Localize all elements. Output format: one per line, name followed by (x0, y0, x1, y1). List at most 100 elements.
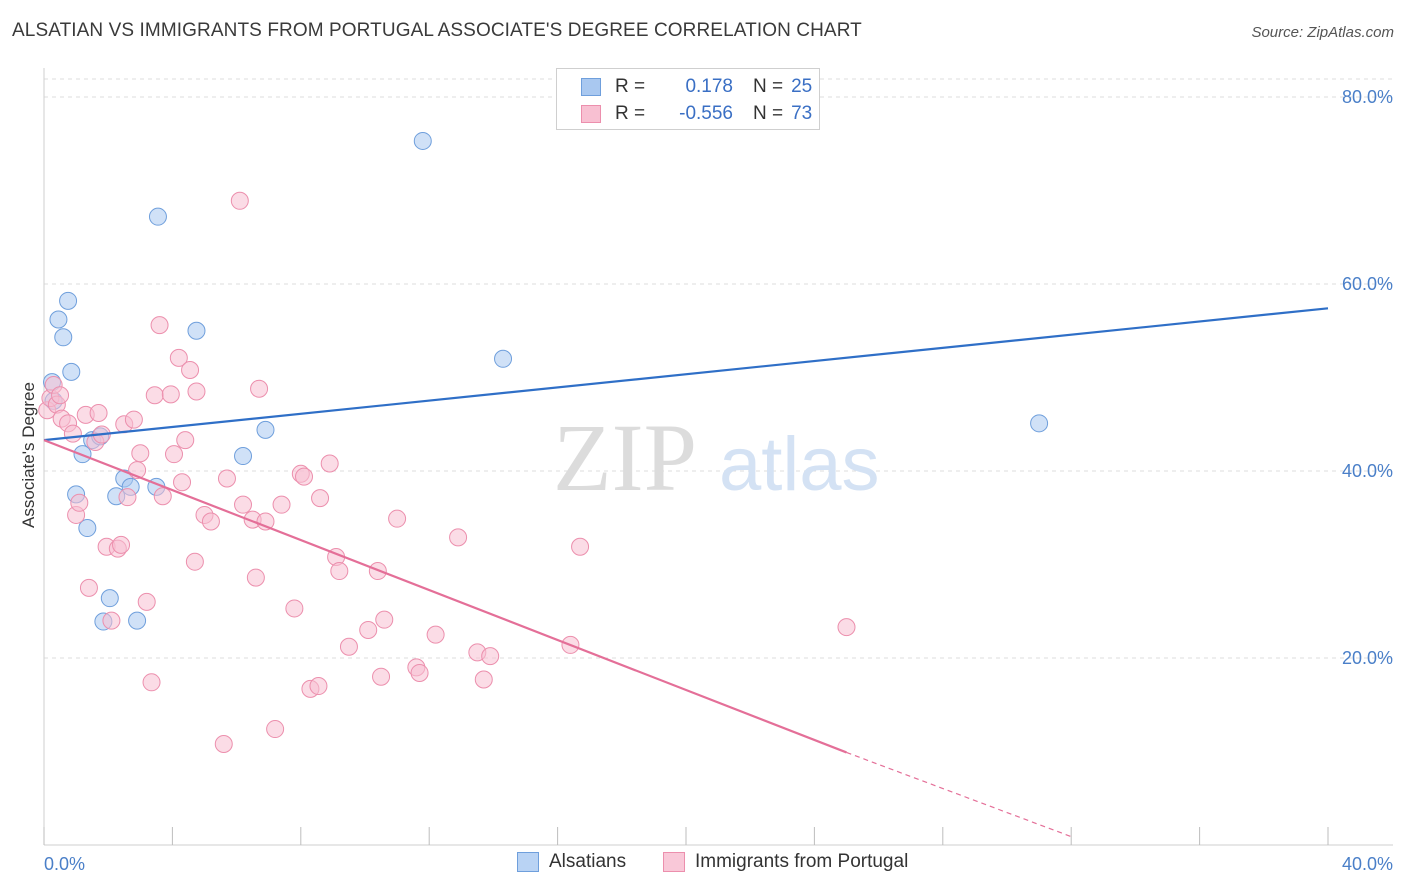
legend-row-portugal: R = -0.556 N = 73 (581, 102, 812, 126)
point-alsatians (49, 310, 68, 329)
point-portugal (89, 404, 108, 423)
point-portugal (410, 663, 429, 682)
point-alsatians (413, 131, 432, 150)
legend-swatch-portugal (663, 852, 685, 872)
trend-lines (43, 307, 1329, 838)
point-portugal (359, 620, 378, 639)
y-axis-label: Associate's Degree (19, 382, 38, 528)
point-alsatians (187, 321, 206, 340)
point-portugal (285, 599, 304, 618)
point-alsatians (54, 328, 73, 347)
legend-n-label: N = (753, 103, 784, 124)
point-alsatians (494, 349, 513, 368)
trend-line-portugal (43, 439, 847, 754)
y-tick-label: 40.0% (1342, 461, 1393, 481)
grid-lines (44, 78, 1393, 659)
axes (43, 68, 1393, 846)
tick-labels: 20.0% 40.0% 60.0% 80.0% 0.0% 40.0% (44, 87, 1393, 874)
point-portugal (181, 361, 200, 380)
point-portugal (449, 528, 468, 547)
legend-r-label: R = (615, 103, 646, 124)
legend-swatch-alsatians (581, 78, 601, 96)
legend-item-alsatians: Alsatians (517, 851, 626, 873)
point-portugal (173, 473, 192, 492)
point-alsatians (1030, 414, 1049, 433)
point-portugal (165, 445, 184, 464)
point-portugal (51, 386, 70, 405)
legend-n-value: 73 (791, 103, 813, 124)
legend-item-portugal: Immigrants from Portugal (663, 851, 908, 873)
point-portugal (118, 488, 137, 507)
point-portugal (176, 431, 195, 450)
point-portugal (102, 611, 121, 630)
x-tick-label: 40.0% (1342, 854, 1393, 874)
point-portugal (230, 191, 249, 210)
point-portugal (474, 670, 493, 689)
trend-line-portugal-extension (846, 751, 1072, 838)
point-alsatians (100, 589, 119, 608)
point-portugal (481, 647, 500, 666)
point-portugal (330, 562, 349, 581)
legend-swatch-portugal (581, 105, 601, 123)
point-portugal (112, 535, 131, 554)
legend-r-label: R = (615, 76, 646, 97)
point-portugal (571, 537, 590, 556)
point-portugal (388, 509, 407, 528)
legend-r-value: 0.178 (685, 76, 733, 97)
y-tick-label: 20.0% (1342, 648, 1393, 668)
point-portugal (161, 385, 180, 404)
legend-r-value: -0.556 (679, 103, 733, 124)
y-tick-label: 80.0% (1342, 87, 1393, 107)
legend-n-label: N = (753, 76, 784, 97)
point-alsatians (62, 362, 81, 381)
point-portugal (185, 552, 204, 571)
x-tick-label: 0.0% (44, 854, 85, 874)
trend-line-alsatians (43, 307, 1329, 442)
point-portugal (309, 677, 328, 696)
chart-source: Source: ZipAtlas.com (1251, 24, 1394, 41)
point-portugal (124, 410, 143, 429)
point-portugal (234, 495, 253, 514)
point-portugal (201, 512, 220, 531)
point-portugal (250, 379, 269, 398)
point-portugal (311, 489, 330, 508)
point-portugal (426, 625, 445, 644)
point-portugal (70, 493, 89, 512)
legend-n-value: 25 (791, 76, 813, 97)
chart-title: ALSATIAN VS IMMIGRANTS FROM PORTUGAL ASS… (12, 20, 862, 41)
point-portugal (214, 735, 233, 754)
legend-label-portugal: Immigrants from Portugal (695, 851, 909, 872)
point-portugal (131, 444, 150, 463)
legend-label-alsatians: Alsatians (549, 851, 627, 872)
point-alsatians (128, 611, 147, 630)
point-portugal (79, 578, 98, 597)
watermark-zip: ZIP (553, 404, 697, 511)
point-portugal (372, 667, 391, 686)
point-portugal (217, 469, 236, 488)
y-tick-label: 60.0% (1342, 274, 1393, 294)
correlation-legend: R = 0.178 N = 25 R = -0.556 N = 73 (556, 68, 820, 130)
point-portugal (246, 568, 265, 587)
point-portugal (153, 487, 172, 506)
point-portugal (375, 610, 394, 629)
point-alsatians (234, 447, 253, 466)
point-portugal (266, 720, 285, 739)
point-alsatians (256, 420, 275, 439)
point-portugal (295, 467, 314, 486)
watermark-atlas: atlas (719, 422, 880, 507)
point-portugal (142, 673, 161, 692)
point-portugal (150, 316, 169, 335)
point-portugal (145, 386, 164, 405)
point-portugal (137, 592, 156, 611)
point-portugal (169, 348, 188, 367)
point-alsatians (78, 519, 97, 538)
point-alsatians (59, 291, 78, 310)
point-portugal (320, 454, 339, 473)
point-portugal (837, 618, 856, 637)
point-portugal (63, 424, 82, 443)
legend-swatch-alsatians (517, 852, 539, 872)
point-portugal (339, 637, 358, 656)
legend-row-alsatians: R = 0.178 N = 25 (581, 75, 812, 99)
point-portugal (187, 382, 206, 401)
